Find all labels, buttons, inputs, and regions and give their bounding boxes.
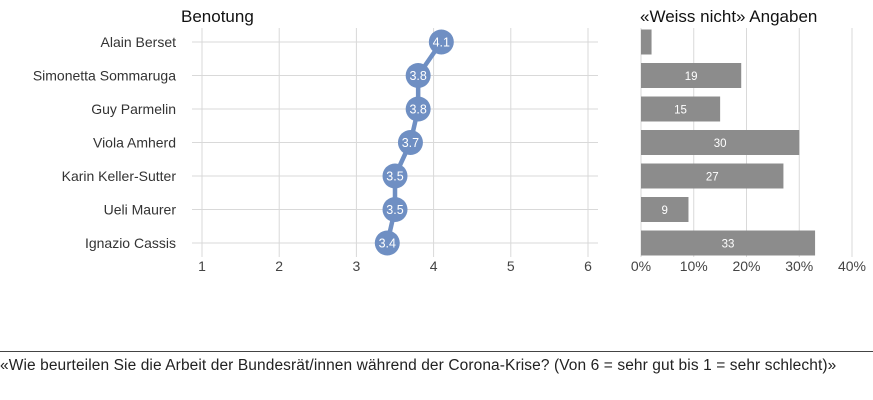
- panel-title: Benotung: [181, 7, 254, 26]
- data-point: [405, 63, 431, 88]
- data-point: [374, 230, 400, 256]
- question-caption: «Wie beurteilen Sie die Arbeit der Bunde…: [0, 351, 873, 375]
- bar-value-label: 15: [674, 105, 687, 117]
- data-point: [382, 163, 408, 189]
- grade-panel: 1 2 3 4 5 6 Alain Berset Simonetta Sommaruga Guy…: [33, 7, 598, 274]
- data-label: 4.1: [433, 36, 450, 50]
- bar-value-label: 33: [722, 239, 735, 251]
- panel-title: «Weiss nicht» Angaben: [640, 7, 817, 26]
- x-tick-label: 30%: [785, 258, 813, 274]
- data-point: [397, 130, 423, 155]
- x-tick-label: 5: [507, 258, 515, 274]
- data-label: 3.5: [386, 203, 403, 217]
- category-label: Simonetta Sommaruga: [33, 68, 176, 84]
- category-label: Viola Amherd: [93, 135, 176, 151]
- x-tick-label: 10%: [680, 258, 708, 274]
- data-label: 3.4: [379, 237, 396, 251]
- category-label: Alain Berset: [101, 34, 177, 50]
- bar: [641, 96, 721, 122]
- dont-know-panel: 0% 10% 20% 30% 40% «Weiss nicht» Angaben 19 15 3…: [631, 7, 866, 274]
- category-label: Guy Parmelin: [91, 101, 176, 117]
- x-tick-label: 3: [353, 258, 361, 274]
- x-tick-label: 40%: [838, 258, 866, 274]
- x-tick-label: 2: [275, 258, 283, 274]
- data-point: [382, 197, 408, 222]
- bar: [641, 197, 689, 222]
- x-tick-label: 6: [584, 258, 592, 274]
- data-label: 3.8: [409, 69, 426, 83]
- bar-value-label: 9: [662, 205, 668, 217]
- x-tick-label: 0%: [631, 258, 651, 274]
- bar: [641, 63, 742, 88]
- bar-value-label: 30: [714, 138, 727, 150]
- bar: [641, 163, 784, 189]
- data-point: [428, 29, 454, 55]
- data-label: 3.8: [409, 103, 426, 117]
- data-label: 3.5: [386, 170, 403, 184]
- bar: [641, 130, 800, 155]
- bar-value-label: 19: [685, 71, 698, 83]
- bar: [641, 230, 816, 256]
- data-point: [405, 96, 431, 122]
- x-tick-label: 20%: [732, 258, 760, 274]
- category-label: Ueli Maurer: [104, 202, 177, 218]
- x-tick-label: 1: [198, 258, 206, 274]
- chart-figure: 1 2 3 4 5 6 Alain Berset Simonetta Sommaruga Guy…: [33, 7, 866, 274]
- data-label: 3.7: [402, 136, 419, 150]
- bar: [641, 29, 652, 55]
- category-label: Ignazio Cassis: [85, 235, 176, 251]
- bar-value-label: 27: [706, 172, 719, 184]
- x-tick-label: 4: [430, 258, 438, 274]
- category-label: Karin Keller-Sutter: [62, 168, 177, 184]
